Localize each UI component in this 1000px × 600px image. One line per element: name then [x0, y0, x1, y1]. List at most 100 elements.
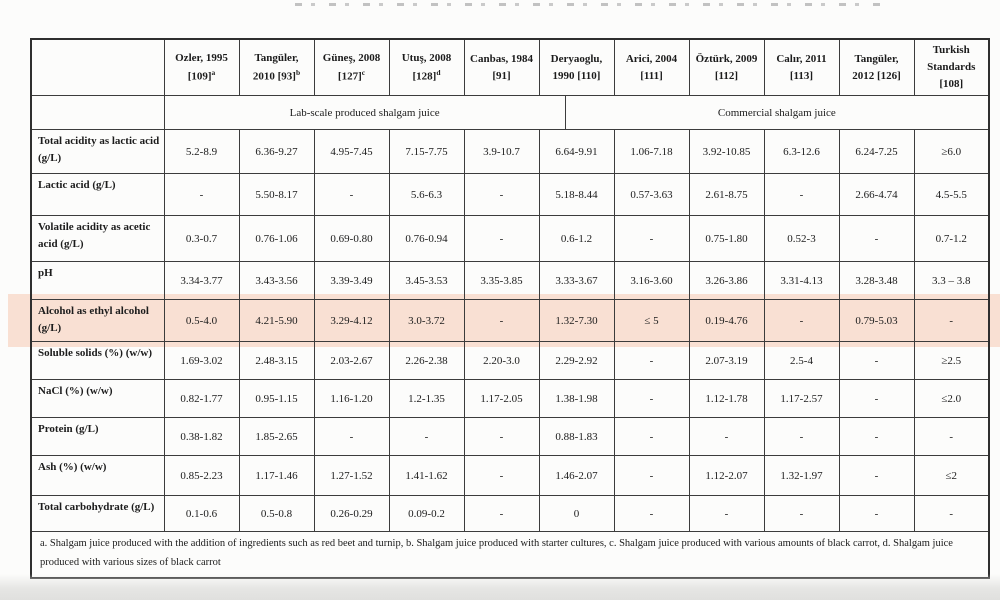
column-header: Utuş, 2008 [128]d	[388, 38, 465, 97]
table-cell: 3.16-3.60	[613, 261, 690, 301]
row-label: NaCl (%) (w/w)	[30, 379, 165, 419]
table-cell: -	[388, 417, 465, 457]
table-cell: 2.29-2.92	[538, 341, 615, 381]
table-cell: 3.45-3.53	[388, 261, 465, 301]
table-cell: 6.3-12.6	[763, 129, 840, 175]
table-cell: -	[613, 215, 690, 263]
table-cell: 1.17-2.05	[463, 379, 540, 419]
reference-number: [110]	[577, 69, 601, 82]
table-cell: ≥2.5	[913, 341, 990, 381]
reference-number: [113]	[789, 69, 814, 82]
table-cell: 2.03-2.67	[313, 341, 390, 381]
row-label: Soluble solids (%) (w/w)	[30, 341, 165, 381]
table-cell: 0.1-0.6	[163, 495, 240, 533]
table-cell: 0.85-2.23	[163, 455, 240, 497]
table-cell: -	[613, 417, 690, 457]
table-row: Total carbohydrate (g/L) 0.1-0.6 0.5-0.8 0.…	[30, 495, 990, 533]
table-row: Alcohol as ethyl alcohol (g/L) 0.5-4.0 4.2…	[30, 299, 990, 343]
table-cell: -	[463, 173, 540, 217]
table-cell: -	[763, 173, 840, 217]
table-cell: 1.32-1.97	[763, 455, 840, 497]
table-cell: -	[463, 299, 540, 343]
table-cell: 6.64-9.91	[538, 129, 615, 175]
table-cell: 3.9-10.7	[463, 129, 540, 175]
table-cell: -	[163, 173, 240, 217]
table-cell: 0.57-3.63	[613, 173, 690, 217]
table-cell: 0.79-5.03	[838, 299, 915, 343]
table-cell: 3.26-3.86	[688, 261, 765, 301]
page-bottom-shade	[0, 574, 1000, 600]
table-cell: -	[313, 173, 390, 217]
reference-number: [111]	[640, 69, 663, 82]
table-cell: -	[613, 379, 690, 419]
footnote-marker: b	[295, 67, 301, 77]
table-cell: 0.5-4.0	[163, 299, 240, 343]
table-cell: 3.0-3.72	[388, 299, 465, 343]
table-cell: 1.16-1.20	[313, 379, 390, 419]
study-name: Utuş, 2008	[401, 51, 452, 64]
table-cell: 0.76-1.06	[238, 215, 315, 263]
table-cell: 2.07-3.19	[688, 341, 765, 381]
table-cell: -	[838, 379, 915, 419]
study-name: Tangüler, 2010	[252, 51, 299, 83]
table-cell: 1.46-2.07	[538, 455, 615, 497]
table-cell: -	[838, 495, 915, 533]
table-cell: 2.20-3.0	[463, 341, 540, 381]
table-cell: 0.38-1.82	[163, 417, 240, 457]
table-cell: 0.09-0.2	[388, 495, 465, 533]
table-cell: 7.15-7.75	[388, 129, 465, 175]
table-footnote: a. Shalgam juice produced with the addit…	[30, 531, 990, 579]
row-label: Volatile acidity as acetic acid (g/L)	[30, 215, 165, 263]
table-cell: 4.5-5.5	[913, 173, 990, 217]
study-name: Güneş, 2008	[322, 51, 381, 64]
table-cell: 3.31-4.13	[763, 261, 840, 301]
table-cell: -	[688, 495, 765, 533]
table-cell: 1.85-2.65	[238, 417, 315, 457]
table-cell: -	[838, 417, 915, 457]
table-cell: 1.32-7.30	[538, 299, 615, 343]
column-header: Öztürk, 2009 [112]	[688, 38, 765, 97]
table-cell: 0.3-0.7	[163, 215, 240, 263]
table-cell: 0.6-1.2	[538, 215, 615, 263]
table-cell: 5.6-6.3	[388, 173, 465, 217]
table-cell: -	[838, 215, 915, 263]
table-row: Ash (%) (w/w) 0.85-2.23 1.17-1.46 1.27-1.52…	[30, 455, 990, 497]
reference-number: [93]	[277, 70, 296, 83]
table-cell: 2.26-2.38	[388, 341, 465, 381]
table-cell: 2.48-3.15	[238, 341, 315, 381]
table-cell: -	[463, 495, 540, 533]
study-name: Öztürk, 2009	[695, 52, 758, 65]
table-cell: 6.24-7.25	[838, 129, 915, 175]
table-cell: 0.5-0.8	[238, 495, 315, 533]
table-cell: -	[463, 455, 540, 497]
group-header-cell: Lab-scale produced shalgam juice Commerci…	[163, 95, 990, 131]
row-label: Total acidity as lactic acid (g/L)	[30, 129, 165, 175]
column-header: Tangüler, 2010 [93]b	[238, 38, 315, 97]
reference-number: [108]	[939, 78, 964, 91]
table-cell: -	[613, 495, 690, 533]
table-cell: 4.95-7.45	[313, 129, 390, 175]
table-cell: 3.3 – 3.8	[913, 261, 990, 301]
table-row: Protein (g/L) 0.38-1.82 1.85-2.65- - -0.88-1…	[30, 417, 990, 457]
table-row: Lactic acid (g/L) -5.50-8.17-5.6-6.3-5.18…	[30, 173, 990, 217]
table-cell: -	[763, 299, 840, 343]
column-header: Turkish Standards [108]	[913, 38, 990, 97]
group-header-commercial: Commercial shalgam juice	[717, 106, 836, 119]
table-cell: 0.82-1.77	[163, 379, 240, 419]
column-header: Güneş, 2008 [127]c	[313, 38, 390, 97]
footnote-marker: a	[211, 67, 216, 77]
table-cell: 5.2-8.9	[163, 129, 240, 175]
table-cell: 1.17-2.57	[763, 379, 840, 419]
table-cell: 0.95-1.15	[238, 379, 315, 419]
table-cell: 2.61-8.75	[688, 173, 765, 217]
table-cell: 5.50-8.17	[238, 173, 315, 217]
reference-number: [127]	[337, 70, 362, 83]
table-cell: 6.36-9.27	[238, 129, 315, 175]
table-cell: -	[913, 417, 990, 457]
reference-number: [109]	[187, 70, 212, 83]
footnote-marker: d	[436, 67, 441, 77]
reference-number: [112]	[714, 69, 739, 82]
table-cell: -	[463, 215, 540, 263]
column-header: Tangüler, 2012 [126]	[838, 38, 915, 97]
table-cell: 1.38-1.98	[538, 379, 615, 419]
